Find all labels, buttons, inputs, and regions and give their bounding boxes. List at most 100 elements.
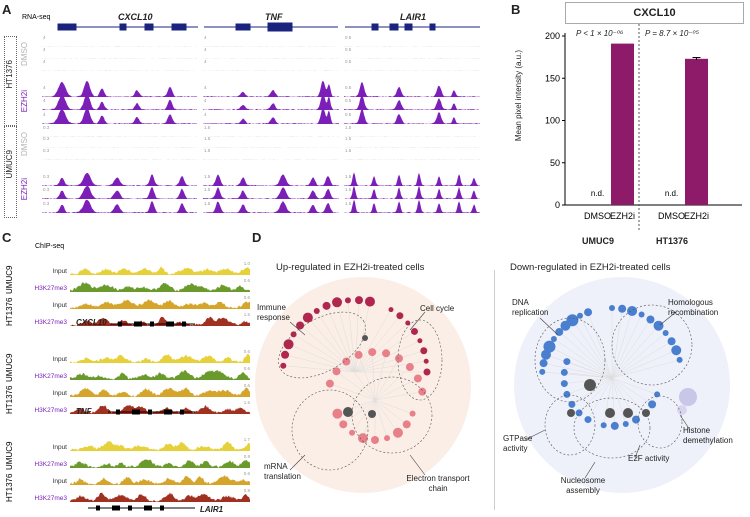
down-homrec-node <box>627 305 638 316</box>
c-gene-lair1: LAIR1 <box>200 505 224 514</box>
down-homrec-edge <box>611 314 642 379</box>
down-dna-edge <box>572 320 613 379</box>
up-immune-edge <box>347 300 356 373</box>
up-cellcycle-node <box>396 312 404 320</box>
up-immune-node <box>322 301 331 310</box>
rna-track-scale: 0.3 <box>43 187 50 192</box>
up-mrna-node <box>354 350 363 359</box>
up-etc-node <box>339 420 348 429</box>
down-dna-node <box>550 335 557 342</box>
down-homrec-node <box>667 337 676 346</box>
down-dna-node <box>584 308 593 317</box>
cluster-immune-response: Immune response <box>257 303 301 323</box>
x-tick-label: DMSO <box>658 211 685 221</box>
rna-track-scale: 4 <box>204 85 207 90</box>
cluster-gtpase-activity: GTPase activity <box>503 434 533 453</box>
down-homrec-edge <box>611 341 672 379</box>
leader-line <box>679 414 691 431</box>
pvalue-ht1376: P = 8.7 × 10⁻⁰⁵ <box>645 29 700 38</box>
rna-track-scale: 4 <box>43 112 46 117</box>
leader-line <box>409 454 426 476</box>
gene-label-tnf: TNF <box>265 12 283 22</box>
rna-track-row5-TNF <box>203 108 339 124</box>
rna-track-row5-LAIR1 <box>344 108 480 124</box>
chip-track-scale: 0.6 <box>244 295 251 300</box>
down-e2f-edge <box>611 377 658 395</box>
down-e2f-edge <box>611 377 627 425</box>
up-immune-node <box>281 350 290 359</box>
up-immune-node <box>280 362 287 369</box>
up-mrna-node <box>332 367 341 376</box>
up-mrna-node <box>368 348 377 357</box>
up-etc-edge <box>351 399 376 433</box>
chip-track-scale: 0.6 <box>244 278 251 283</box>
y-tick-label: 150 <box>545 73 560 83</box>
rna-track-scale: 0.3 <box>43 125 50 130</box>
up-mrna-edge <box>371 352 376 401</box>
up-etc-node <box>392 427 403 438</box>
c-gene-exon <box>144 505 152 511</box>
c-gene-exon <box>160 505 164 511</box>
chip-cellline-label: UMUC9 <box>5 353 14 382</box>
cluster-mrna-translation: mRNA translation <box>264 462 301 481</box>
chip-track-label: H3K27me3 <box>34 495 67 502</box>
rna-track-scale: 4 <box>204 98 207 103</box>
rna-track-scale: 4 <box>43 85 46 90</box>
cluster-outline-dna <box>534 317 606 403</box>
up-mrna-node <box>342 357 351 366</box>
down-dna-edge <box>553 338 613 379</box>
down-e2f-node <box>600 422 607 429</box>
up-immune-node <box>332 297 343 308</box>
c-gene-exon <box>180 409 184 415</box>
up-immune-node <box>313 308 320 315</box>
cluster-nucleosome-assembly: Nucleosome assembly <box>560 476 606 495</box>
up-mrna-edge <box>336 371 376 401</box>
c-gene-exon <box>118 321 122 327</box>
chip-track-1-3 <box>70 404 250 414</box>
rna-track-row10-TNF <box>203 187 339 199</box>
up-immune-edge <box>293 334 356 373</box>
up-etc-node <box>371 436 379 444</box>
down-dna-node <box>539 359 548 368</box>
down-gtpase-edge <box>587 377 613 420</box>
rna-track-scale: 1.5 <box>345 187 352 192</box>
leader-line <box>634 444 641 459</box>
down-hub-node <box>605 408 615 418</box>
rna-track-scale: 0.5 <box>345 112 352 117</box>
rna-track-row11-TNF <box>203 201 339 213</box>
down-homrec-node <box>609 305 615 311</box>
down-gtpase-node <box>563 390 571 398</box>
rna-track-scale: 0.5 <box>345 85 352 90</box>
rna-track-row4-TNF <box>203 94 339 110</box>
rna-track-scale: 1.5 <box>345 201 352 206</box>
down-histone-node <box>677 405 687 415</box>
up-cellcycle-node <box>410 327 418 335</box>
rna-track-scale: 4 <box>204 35 207 40</box>
down-dna-node <box>539 368 546 375</box>
up-etc-edge <box>374 399 388 439</box>
down-dna-edge <box>587 312 613 379</box>
rna-track-scale: 1.5 <box>204 201 211 206</box>
c-gene-exon <box>116 409 120 415</box>
up-etc-edge <box>374 399 399 433</box>
up-cellcycle-node <box>388 307 394 313</box>
chip-track-1-1 <box>70 370 250 380</box>
up-mrna-node <box>382 349 391 358</box>
c-gene-exon <box>112 505 120 511</box>
rna-track-row3-LAIR1 <box>344 81 480 97</box>
cluster-outline-mrna <box>291 389 369 471</box>
panel-a-label: A <box>2 2 12 17</box>
rna-track-scale: 4 <box>43 35 46 40</box>
chip-track-label: H3K27me3 <box>34 461 67 468</box>
up-mrna-edge <box>374 378 419 401</box>
up-etc-node <box>349 429 356 436</box>
c-gene-exon <box>164 409 172 415</box>
rna-track-row3-CXCL10 <box>42 81 197 97</box>
rna-track-row10-CXCL10 <box>42 185 197 199</box>
cluster-outline-cellcycle <box>397 319 443 401</box>
down-homrec-edge <box>611 319 651 379</box>
up-immune-edge <box>354 300 360 373</box>
down-gtpase-node <box>563 358 571 366</box>
up-etc-node <box>357 433 368 444</box>
up-etc-node <box>409 410 416 417</box>
